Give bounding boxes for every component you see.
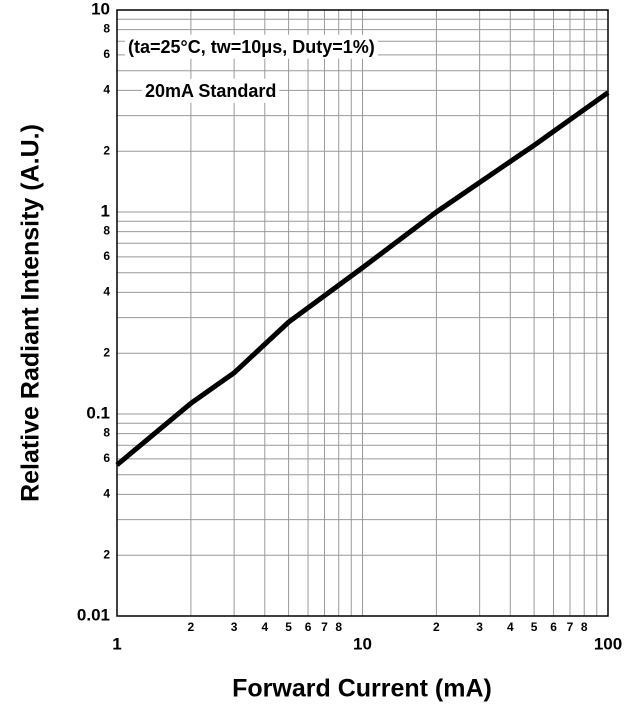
y-tick-label: 4 — [103, 487, 110, 501]
y-tick-label: 0.01 — [77, 605, 110, 624]
y-tick-label: 6 — [103, 249, 110, 263]
y-tick-label: 2 — [103, 345, 110, 359]
x-tick-label: 6 — [305, 620, 312, 634]
plot — [115, 90, 610, 467]
y-tick-label: 8 — [103, 224, 110, 238]
annotation-background — [125, 34, 378, 59]
data-line — [115, 90, 610, 467]
x-tick-label: 2 — [433, 620, 440, 634]
y-tick-label: 8 — [103, 22, 110, 36]
annotation: 20mA Standard — [145, 81, 276, 101]
x-tick-label: 2 — [188, 620, 195, 634]
x-tick-label: 4 — [261, 620, 268, 634]
x-tick-label: 6 — [550, 620, 557, 634]
x-tick-label: 10 — [353, 634, 372, 653]
x-tick-label: 8 — [581, 620, 588, 634]
annotation-background — [142, 78, 280, 103]
x-tick-label: 8 — [335, 620, 342, 634]
x-tick-label: 7 — [567, 620, 574, 634]
annotations: (ta=25°C, tw=10μs, Duty=1%) 20mA Standard — [125, 34, 378, 103]
x-tick-label: 100 — [594, 634, 622, 653]
y-tick-label: 0.1 — [86, 403, 110, 422]
y-tick-label: 2 — [103, 547, 110, 561]
x-axis-title: Forward Current (mA) — [232, 675, 492, 703]
x-tick-label: 5 — [531, 620, 538, 634]
grid — [116, 9, 609, 617]
y-axis-title: Relative Radiant Intensity (A.U.) — [17, 124, 45, 502]
x-tick-label: 7 — [321, 620, 328, 634]
y-tick-label: 4 — [103, 285, 110, 299]
plot-frame — [116, 9, 609, 617]
y-tick-label: 10 — [91, 0, 110, 18]
y-tick-label: 8 — [103, 426, 110, 440]
y-tick-label: 6 — [103, 451, 110, 465]
y-tick-label: 1 — [101, 201, 110, 220]
annotation: (ta=25°C, tw=10μs, Duty=1%) — [128, 37, 375, 57]
x-tick-label: 4 — [507, 620, 514, 634]
x-tick-label: 3 — [476, 620, 483, 634]
x-tick-label: 1 — [112, 634, 121, 653]
x-tick-label: 3 — [231, 620, 238, 634]
y-tick-label: 4 — [103, 83, 110, 97]
y-tick-label: 2 — [103, 143, 110, 157]
x-tick-label: 5 — [285, 620, 292, 634]
y-tick-label: 6 — [103, 47, 110, 61]
